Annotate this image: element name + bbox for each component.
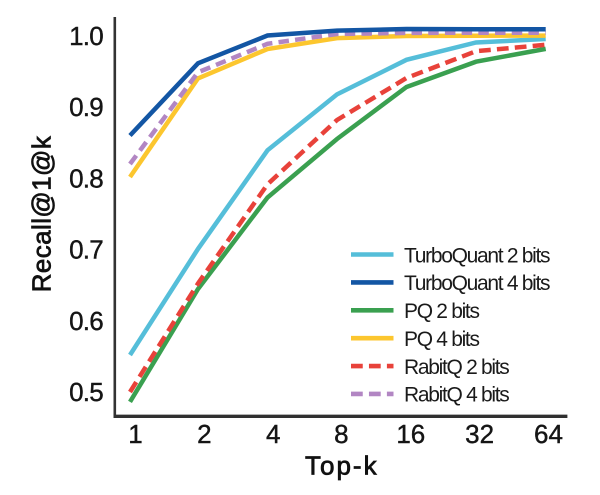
svg-text:Top-k: Top-k: [305, 451, 379, 481]
svg-text:4: 4: [266, 419, 280, 449]
svg-text:64: 64: [534, 419, 563, 449]
svg-text:0.7: 0.7: [69, 235, 103, 265]
svg-text:0.8: 0.8: [69, 163, 103, 193]
svg-text:32: 32: [465, 419, 494, 449]
svg-text:0.6: 0.6: [69, 306, 103, 336]
svg-text:TurboQuant 2 bits: TurboQuant 2 bits: [404, 244, 550, 267]
svg-text:PQ 4 bits: PQ 4 bits: [404, 328, 479, 351]
svg-text:TurboQuant 4 bits: TurboQuant 4 bits: [404, 272, 550, 295]
svg-text:0.9: 0.9: [69, 92, 103, 122]
svg-text:2: 2: [197, 419, 211, 449]
svg-text:1: 1: [128, 419, 142, 449]
svg-text:1.0: 1.0: [69, 21, 103, 51]
svg-text:16: 16: [396, 419, 425, 449]
svg-text:0.5: 0.5: [69, 377, 103, 407]
svg-text:Recall@1@k: Recall@1@k: [27, 135, 57, 292]
svg-text:8: 8: [334, 419, 348, 449]
svg-text:RabitQ 2 bits: RabitQ 2 bits: [404, 356, 509, 379]
svg-text:PQ 2 bits: PQ 2 bits: [404, 300, 479, 323]
svg-text:RabitQ 4 bits: RabitQ 4 bits: [404, 384, 509, 407]
